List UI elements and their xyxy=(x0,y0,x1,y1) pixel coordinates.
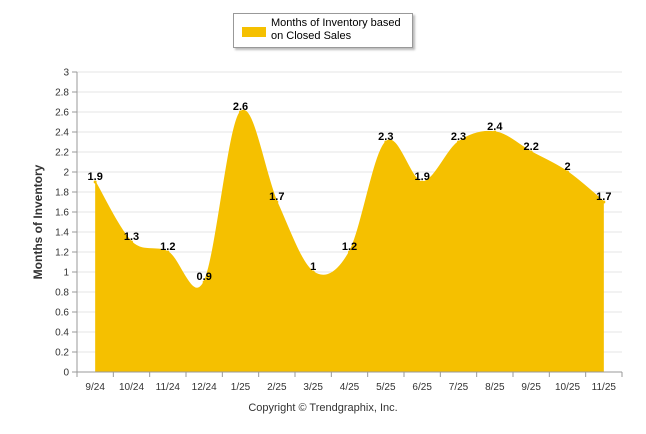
x-tick-label: 10/25 xyxy=(555,382,580,393)
data-point xyxy=(311,270,315,274)
y-tick-label: 2.4 xyxy=(55,128,69,139)
data-point xyxy=(493,130,497,134)
data-label: 1.2 xyxy=(342,241,357,253)
x-tick-label: 7/25 xyxy=(449,382,469,393)
data-label: 1.7 xyxy=(269,191,284,203)
data-point xyxy=(420,180,424,184)
data-label: 2.2 xyxy=(524,141,539,153)
data-point xyxy=(166,250,170,254)
y-tick-label: 1.6 xyxy=(55,208,69,219)
data-point xyxy=(93,180,97,184)
copyright-text: Copyright © Trendgraphix, Inc. xyxy=(248,402,398,414)
y-tick-label: 1.8 xyxy=(55,188,69,199)
y-tick-label: 1.2 xyxy=(55,248,69,259)
data-label: 0.9 xyxy=(197,271,212,283)
data-label: 1.9 xyxy=(88,171,103,183)
data-point xyxy=(130,240,133,244)
y-tick-label: 0.4 xyxy=(55,328,69,339)
y-tick-label: 0 xyxy=(63,368,69,379)
data-label: 2.6 xyxy=(233,101,248,113)
x-tick-label: 2/25 xyxy=(267,382,287,393)
x-tick-label: 11/25 xyxy=(592,382,617,393)
data-label: 2.3 xyxy=(378,131,393,143)
y-tick-label: 2.6 xyxy=(55,108,69,119)
data-label: 1.7 xyxy=(596,191,611,203)
data-label: 2 xyxy=(564,161,570,173)
x-tick-label: 8/25 xyxy=(485,382,505,393)
y-tick-label: 1 xyxy=(63,268,69,279)
series-line xyxy=(94,109,605,290)
data-point xyxy=(384,140,388,144)
data-label: 2.3 xyxy=(451,131,466,143)
x-tick-label: 9/24 xyxy=(85,382,105,393)
legend: Months of Inventory based on Closed Sale… xyxy=(233,13,413,48)
x-tick-label: 6/25 xyxy=(412,382,432,393)
legend-label: Months of Inventory based on Closed Sale… xyxy=(271,17,401,42)
data-point xyxy=(529,150,533,154)
y-tick-label: 0.6 xyxy=(55,308,69,319)
data-label: 2.4 xyxy=(487,121,503,133)
x-tick-label: 5/25 xyxy=(376,382,396,393)
x-tick-label: 9/25 xyxy=(521,382,541,393)
data-point xyxy=(566,170,569,174)
data-point xyxy=(275,200,279,204)
y-tick-label: 2.8 xyxy=(55,88,69,99)
data-label: 1 xyxy=(310,261,316,273)
y-tick-label: 0.8 xyxy=(55,288,69,299)
series-area xyxy=(95,110,604,372)
legend-swatch xyxy=(242,27,266,37)
data-point xyxy=(239,110,242,114)
y-tick-label: 2 xyxy=(63,168,69,179)
x-tick-label: 1/25 xyxy=(231,382,251,393)
data-label: 1.9 xyxy=(415,171,430,183)
y-tick-label: 2.2 xyxy=(55,148,69,159)
data-point xyxy=(602,200,606,204)
y-tick-label: 3 xyxy=(63,68,69,79)
data-label: 1.3 xyxy=(124,231,139,243)
y-axis-title: Months of Inventory xyxy=(31,164,45,279)
data-point xyxy=(457,140,460,144)
x-tick-label: 3/25 xyxy=(303,382,323,393)
x-tick-label: 10/24 xyxy=(119,382,144,393)
data-point xyxy=(202,280,206,284)
y-tick-label: 0.2 xyxy=(55,348,69,359)
data-point xyxy=(348,250,351,254)
x-tick-label: 4/25 xyxy=(340,382,360,393)
x-tick-label: 12/24 xyxy=(192,382,217,393)
y-tick-label: 1.4 xyxy=(55,228,69,239)
x-tick-label: 11/24 xyxy=(156,382,181,393)
data-label: 1.2 xyxy=(160,241,175,253)
